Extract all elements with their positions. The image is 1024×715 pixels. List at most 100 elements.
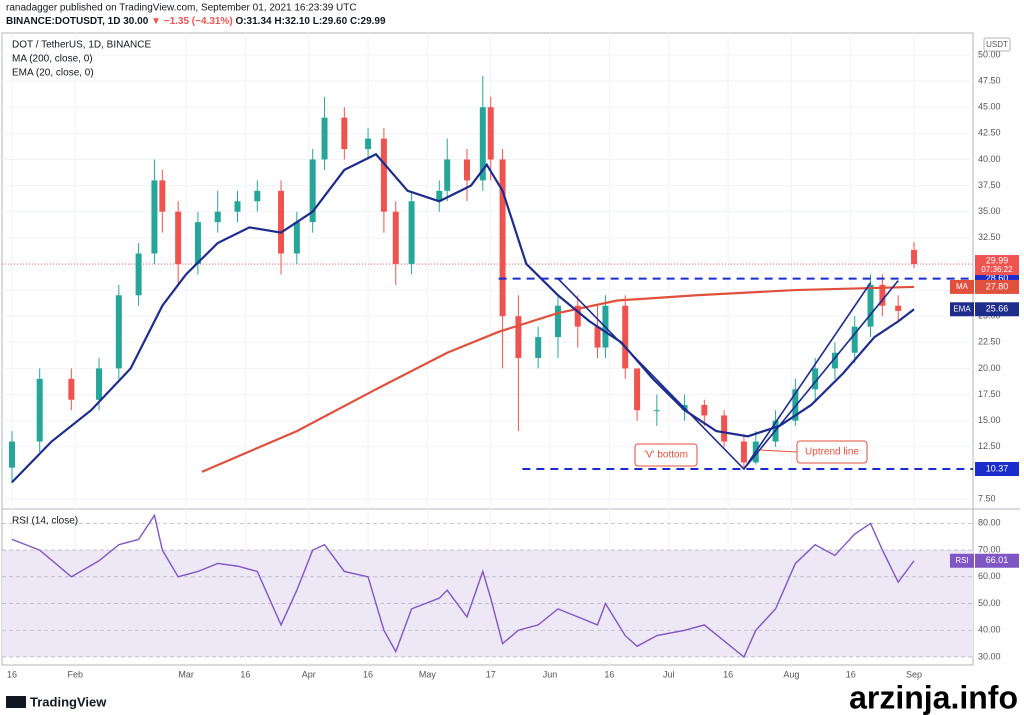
indicator-value: 27.80 — [986, 281, 1009, 291]
rsi-line — [11, 513, 915, 659]
annotation-pointer — [759, 449, 798, 453]
byline: ranadagger published on TradingView.com,… — [6, 3, 357, 14]
x-tick-label: Apr — [302, 669, 316, 679]
candle-body — [408, 201, 415, 264]
candle-body — [194, 222, 201, 264]
candle-body — [9, 441, 15, 468]
x-tick-label: May — [419, 669, 437, 679]
y-tick-label: 17.50 — [978, 389, 1001, 399]
candle-body — [380, 138, 387, 212]
x-tick-label: 17 — [486, 669, 496, 679]
indicator-tag-label: MA — [956, 282, 969, 291]
price-label: 29.99 — [986, 255, 1009, 265]
candle-body — [554, 305, 561, 338]
candle-body — [309, 159, 316, 223]
currency: USDT — [986, 40, 1008, 49]
y-tick-label: 7.50 — [978, 493, 996, 503]
candle-body — [479, 107, 486, 181]
change: ▼ −1.35 (−4.31%) — [151, 16, 233, 27]
candle-body — [653, 410, 660, 412]
x-tick-label: Feb — [68, 669, 84, 679]
annotation: Uptrend line — [805, 447, 859, 458]
indicator-tag — [950, 302, 974, 317]
candle-body — [515, 316, 522, 358]
level-label: 28.60 — [986, 273, 1009, 283]
legend-ema: EMA (20, close, 0) — [12, 68, 94, 79]
candle-body — [463, 159, 470, 181]
y-tick-label: 22.50 — [978, 337, 1001, 347]
y-tick-label: 50.00 — [978, 49, 1001, 59]
logo: TradingView — [30, 694, 107, 709]
candle-body — [879, 284, 886, 306]
candle-body — [444, 159, 451, 191]
currency-box — [983, 37, 1011, 52]
x-tick-label: Sep — [906, 669, 922, 679]
logo-mark — [6, 696, 26, 708]
candle-body — [831, 352, 838, 369]
symbol: BINANCE:DOTUSDT, 1D — [6, 16, 120, 27]
candle-body — [96, 368, 103, 400]
candle-body — [436, 190, 443, 202]
candle-body — [135, 253, 142, 296]
candle-body — [812, 368, 819, 390]
candle-body — [634, 368, 641, 411]
candle-body — [341, 117, 348, 150]
annotation: 'V' bottom — [644, 450, 688, 461]
y-tick-label: 15.00 — [978, 415, 1001, 425]
rsi-tick-label: 80.00 — [978, 518, 1001, 528]
y-tick-label: 37.50 — [978, 180, 1001, 190]
candle-body — [721, 415, 728, 442]
trend-drawing — [743, 280, 899, 470]
x-tick-label: 16 — [240, 669, 250, 679]
candle-body — [851, 326, 858, 353]
candle-body — [392, 211, 399, 264]
x-tick-label: Jun — [543, 669, 558, 679]
candle-body — [535, 337, 542, 358]
candle-body — [740, 441, 747, 463]
rsi-tick-label: 40.00 — [978, 625, 1001, 635]
rsi-tag — [950, 553, 974, 568]
x-tick-label: 16 — [846, 669, 856, 679]
x-tick-label: Aug — [783, 669, 799, 679]
candle-body — [159, 180, 166, 212]
candle-body — [115, 295, 122, 369]
candle-body — [36, 378, 43, 442]
candle-body — [622, 305, 629, 369]
rsi-badge — [975, 553, 1019, 568]
candle-body — [911, 249, 918, 265]
level-label: 10.37 — [986, 463, 1009, 473]
x-tick-label: 16 — [723, 669, 733, 679]
candle-body — [574, 305, 581, 327]
y-tick-label: 32.50 — [978, 232, 1001, 242]
candle-body — [321, 117, 328, 160]
y-tick-label: 42.50 — [978, 128, 1001, 138]
candle-body — [499, 159, 506, 317]
y-tick-label: 20.00 — [978, 363, 1001, 373]
watermark: arzinja.info — [849, 679, 1018, 715]
rsi-tick-label: 30.00 — [978, 651, 1001, 661]
candle-body — [234, 201, 241, 212]
indicator-tag — [950, 279, 974, 294]
level-badge — [975, 462, 1019, 477]
indicator-tag-label: EMA — [953, 304, 971, 313]
y-tick-label: 45.00 — [978, 102, 1001, 112]
y-tick-label: 35.00 — [978, 206, 1001, 216]
x-tick-label: Jul — [663, 669, 675, 679]
candle-body — [214, 211, 221, 223]
countdown: 07:36:22 — [981, 265, 1013, 274]
candle-body — [68, 378, 75, 400]
candle-body — [487, 107, 494, 160]
candle-body — [254, 190, 261, 202]
indicator-badge — [975, 279, 1019, 294]
indicator-badge — [975, 302, 1019, 317]
price-badge — [975, 255, 1019, 276]
candle-body — [895, 305, 902, 311]
legend-rsi: RSI (14, close) — [12, 516, 78, 527]
candle-body — [867, 284, 874, 327]
rsi-tick-label: 60.00 — [978, 571, 1001, 581]
candle-body — [278, 190, 285, 254]
legend-ma: MA (200, close, 0) — [12, 54, 93, 65]
rsi-value: 66.01 — [986, 555, 1009, 565]
candle-body — [175, 211, 182, 264]
